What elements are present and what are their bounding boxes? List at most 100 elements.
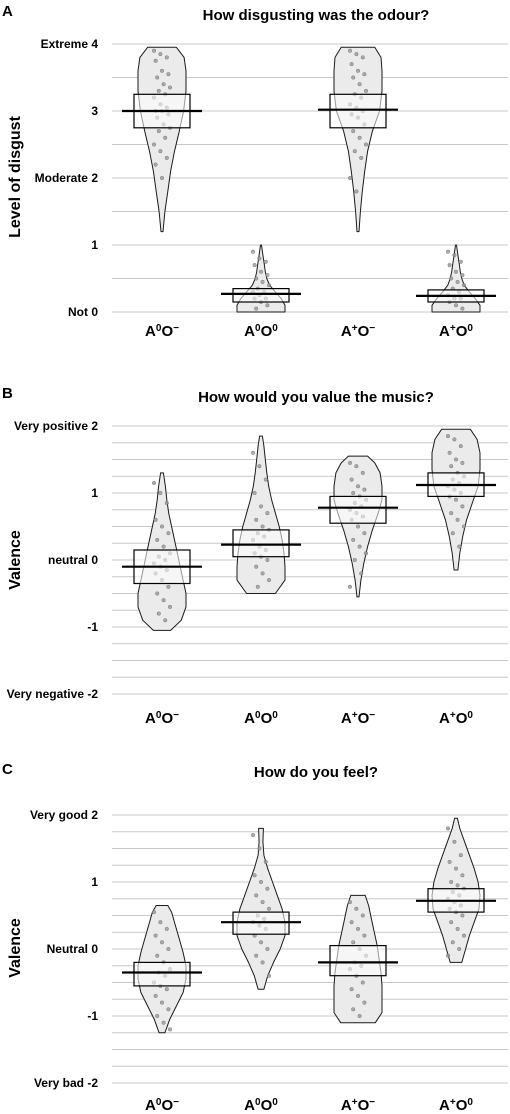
data-point bbox=[460, 306, 465, 311]
x-tick-label: A0O0 bbox=[244, 1097, 278, 1114]
data-point bbox=[356, 993, 361, 998]
chart-title: How would you value the music? bbox=[198, 389, 434, 406]
data-point bbox=[446, 826, 451, 831]
data-point bbox=[455, 279, 460, 284]
data-point bbox=[348, 460, 353, 465]
data-point bbox=[360, 913, 365, 918]
data-point bbox=[362, 487, 367, 492]
data-point bbox=[454, 269, 459, 274]
data-point bbox=[254, 306, 259, 311]
violin-group bbox=[318, 894, 398, 1024]
data-point bbox=[360, 55, 365, 60]
data-point bbox=[260, 524, 265, 529]
data-point bbox=[348, 584, 353, 589]
violin-group bbox=[318, 46, 398, 233]
panel-a: A How disgusting was the odour? Level of… bbox=[2, 3, 508, 340]
data-point bbox=[265, 303, 270, 308]
y-tick-label: Not 0 bbox=[68, 305, 98, 319]
data-point bbox=[352, 149, 357, 154]
data-point bbox=[155, 1014, 160, 1019]
data-point bbox=[352, 558, 357, 563]
data-point bbox=[263, 477, 268, 482]
data-point bbox=[156, 129, 161, 134]
data-point bbox=[166, 1007, 171, 1012]
data-point bbox=[362, 72, 367, 77]
y-tick-label: 1 bbox=[91, 875, 98, 889]
x-tick-label: A0O0 bbox=[244, 323, 278, 341]
data-point bbox=[254, 893, 259, 898]
data-point bbox=[153, 162, 158, 167]
data-point bbox=[255, 584, 260, 589]
data-point bbox=[167, 85, 172, 90]
y-tick-labels: Very positive 2 1 neutral 0 -1 Very negative… bbox=[7, 419, 99, 701]
data-point bbox=[163, 618, 168, 623]
x-tick-label: A0O− bbox=[145, 323, 179, 341]
data-point bbox=[265, 886, 270, 891]
data-point bbox=[452, 437, 457, 442]
data-point bbox=[159, 68, 164, 73]
data-point bbox=[462, 283, 467, 288]
iqr-box bbox=[329, 93, 387, 129]
y-tick-label: Extreme 4 bbox=[41, 37, 99, 51]
data-point bbox=[449, 464, 454, 469]
panel-letter: C bbox=[2, 761, 13, 778]
data-point bbox=[158, 920, 163, 925]
y-tick-label: neutral 0 bbox=[48, 553, 98, 567]
data-point bbox=[455, 926, 460, 931]
y-tick-label: Very bad -2 bbox=[34, 1076, 98, 1090]
data-point bbox=[357, 135, 362, 140]
data-point bbox=[267, 283, 272, 288]
data-point bbox=[252, 873, 257, 878]
x-tick-label: A+O− bbox=[341, 710, 375, 728]
data-point bbox=[360, 470, 365, 475]
violin-shape bbox=[236, 827, 286, 990]
data-point bbox=[166, 72, 171, 77]
violin-shape bbox=[137, 46, 187, 233]
data-point bbox=[164, 501, 169, 506]
panel-letter: A bbox=[2, 3, 13, 20]
data-point bbox=[151, 481, 156, 486]
iqr-box bbox=[329, 944, 387, 977]
data-point bbox=[447, 450, 452, 455]
y-tick-label: Neutral 0 bbox=[47, 942, 99, 956]
data-point bbox=[158, 52, 163, 57]
data-point bbox=[161, 544, 166, 549]
data-point bbox=[354, 906, 359, 911]
data-point bbox=[354, 464, 359, 469]
data-point bbox=[252, 491, 257, 496]
data-point bbox=[161, 1020, 166, 1025]
violin-group bbox=[221, 827, 301, 990]
data-point bbox=[153, 517, 158, 522]
data-point bbox=[260, 279, 265, 284]
data-point bbox=[260, 571, 265, 576]
data-point bbox=[250, 833, 255, 838]
data-point bbox=[159, 524, 164, 529]
data-point bbox=[166, 947, 171, 952]
data-point bbox=[159, 1000, 164, 1005]
data-point bbox=[257, 846, 262, 851]
data-point bbox=[265, 273, 270, 278]
data-point bbox=[257, 256, 262, 261]
data-point bbox=[153, 993, 158, 998]
data-point bbox=[155, 537, 160, 542]
violin-series bbox=[122, 428, 496, 631]
data-point bbox=[447, 859, 452, 864]
x-tick-labels: A0O− A0O0 A+O− A+O0 bbox=[145, 1097, 473, 1114]
data-point bbox=[259, 940, 264, 945]
data-point bbox=[158, 491, 163, 496]
data-point bbox=[349, 987, 354, 992]
data-point bbox=[454, 457, 459, 462]
data-point bbox=[455, 517, 460, 522]
violin-group bbox=[122, 472, 202, 631]
data-point bbox=[156, 88, 161, 93]
data-point bbox=[254, 276, 259, 281]
data-point bbox=[155, 75, 160, 80]
data-point bbox=[449, 276, 454, 281]
x-tick-labels: A0O− A0O0 A+O− A+O0 bbox=[145, 710, 473, 728]
x-tick-labels: A0O− A0O0 A+O− A+O0 bbox=[145, 323, 473, 341]
data-point bbox=[458, 259, 463, 264]
data-point bbox=[349, 62, 354, 67]
y-tick-label: Moderate 2 bbox=[35, 171, 99, 185]
data-point bbox=[449, 511, 454, 516]
data-point bbox=[458, 853, 463, 858]
